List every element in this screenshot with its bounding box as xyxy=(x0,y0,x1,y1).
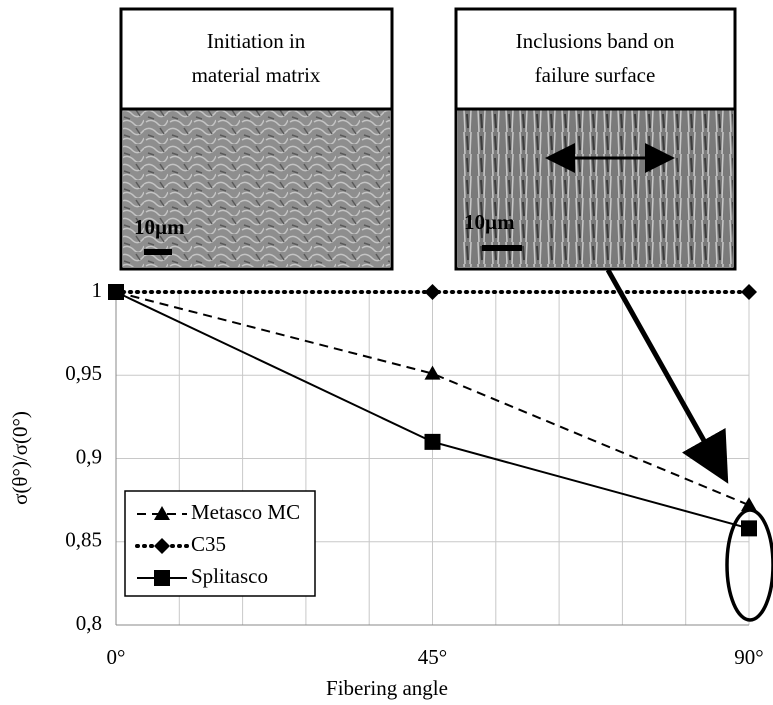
marker xyxy=(154,506,170,520)
inset: Initiation in material matrix 10µm xyxy=(119,7,394,271)
inset-title: failure surface xyxy=(535,63,656,87)
scale-label: 10µm xyxy=(464,210,515,234)
legend-label: Splitasco xyxy=(191,564,268,588)
y-tick-label: 0,9 xyxy=(76,444,102,468)
marker xyxy=(741,520,757,537)
x-axis-label: Fibering angle xyxy=(326,676,448,700)
marker xyxy=(424,433,441,450)
marker xyxy=(424,284,441,300)
inset-title: Initiation in xyxy=(207,29,306,53)
marker xyxy=(741,497,757,512)
x-tick-label: 90° xyxy=(734,645,763,669)
scale-label: 10µm xyxy=(134,215,185,239)
highlight-ellipse xyxy=(725,508,773,622)
inset-title: Inclusions band on xyxy=(516,29,675,53)
marker xyxy=(154,538,170,554)
legend-label: C35 xyxy=(191,532,226,556)
micrograph xyxy=(458,110,733,267)
scale-bar xyxy=(482,245,522,251)
marker xyxy=(154,570,170,586)
y-tick-label: 1 xyxy=(92,278,103,302)
marker xyxy=(741,284,757,300)
inset-title: material matrix xyxy=(192,63,321,87)
y-tick-label: 0,8 xyxy=(76,611,102,635)
y-tick-label: 0,85 xyxy=(65,528,102,552)
callout-arrow xyxy=(605,268,729,484)
x-tick-label: 45° xyxy=(418,645,447,669)
marker xyxy=(108,284,124,300)
micrograph xyxy=(123,110,390,267)
x-tick-label: 0° xyxy=(107,645,126,669)
inset: Inclusions band on failure surface 10µm xyxy=(454,7,737,271)
y-axis-label: σ(θ°)/σ(0°) xyxy=(8,411,32,505)
series-line xyxy=(115,291,750,507)
legend-label: Metasco MC xyxy=(191,500,300,524)
y-tick-label: 0,95 xyxy=(65,361,102,385)
scale-bar xyxy=(144,249,172,255)
plot: 0° 45° 90° 0,8 0,85 0,9 0,95 1 xyxy=(65,278,763,669)
legend: Metasco MC C35 Splitasco xyxy=(124,490,316,597)
marker xyxy=(424,365,441,380)
